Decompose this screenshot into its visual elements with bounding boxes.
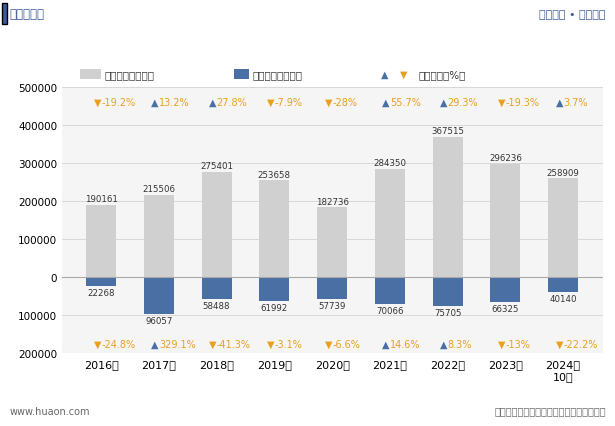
Text: ▲: ▲ xyxy=(383,98,390,107)
Bar xyxy=(86,205,116,277)
Text: -41.3%: -41.3% xyxy=(216,339,250,349)
Text: 13.2%: 13.2% xyxy=(159,98,189,107)
Text: www.huaon.com: www.huaon.com xyxy=(9,406,90,416)
Text: ▲: ▲ xyxy=(440,98,448,107)
Bar xyxy=(80,69,101,80)
Bar xyxy=(202,173,232,277)
Bar xyxy=(260,181,290,277)
Text: 55.7%: 55.7% xyxy=(390,98,421,107)
Text: 华经情报网: 华经情报网 xyxy=(9,9,44,21)
Text: 66325: 66325 xyxy=(491,305,519,314)
Text: 61992: 61992 xyxy=(261,303,288,312)
Text: ▼: ▼ xyxy=(498,98,506,107)
Bar xyxy=(432,138,462,277)
Text: 367515: 367515 xyxy=(431,127,464,136)
Text: ▲: ▲ xyxy=(151,339,159,349)
Text: 296236: 296236 xyxy=(489,154,522,163)
Text: ▼: ▼ xyxy=(93,98,101,107)
Text: -28%: -28% xyxy=(332,98,357,107)
Text: ▲: ▲ xyxy=(381,69,389,80)
Text: ▼: ▼ xyxy=(400,69,407,80)
Text: ▲: ▲ xyxy=(383,339,390,349)
Text: ▲: ▲ xyxy=(440,339,448,349)
Text: -13%: -13% xyxy=(506,339,530,349)
Bar xyxy=(548,277,578,293)
Text: ▼: ▼ xyxy=(267,98,274,107)
Text: -3.1%: -3.1% xyxy=(274,339,302,349)
Bar xyxy=(432,277,462,306)
Text: 2016-2024年10月鞍山市(境内目的地/货源地)进、出口额: 2016-2024年10月鞍山市(境内目的地/货源地)进、出口额 xyxy=(165,38,450,53)
Text: 190161: 190161 xyxy=(85,194,117,203)
Text: 284350: 284350 xyxy=(373,158,407,167)
Text: 22268: 22268 xyxy=(87,288,115,297)
Text: 出口额（万美元）: 出口额（万美元） xyxy=(105,69,154,80)
Text: 40140: 40140 xyxy=(549,295,577,304)
Text: 75705: 75705 xyxy=(434,308,461,317)
Text: 182736: 182736 xyxy=(315,197,349,206)
Text: 8.3%: 8.3% xyxy=(448,339,472,349)
Text: 329.1%: 329.1% xyxy=(159,339,196,349)
Bar xyxy=(144,277,174,314)
Text: -19.2%: -19.2% xyxy=(101,98,135,107)
Text: ▼: ▼ xyxy=(93,339,101,349)
Bar xyxy=(234,69,249,80)
Text: 57739: 57739 xyxy=(319,301,346,311)
Text: 数据来源：中国海关、华经产业研究院整理: 数据来源：中国海关、华经产业研究院整理 xyxy=(494,406,606,416)
Text: 70066: 70066 xyxy=(376,306,403,315)
Text: 专业严谨 • 客观科学: 专业严谨 • 客观科学 xyxy=(539,10,606,20)
Bar xyxy=(86,277,116,286)
Text: -19.3%: -19.3% xyxy=(506,98,539,107)
Text: ▼: ▼ xyxy=(555,339,563,349)
Text: ▲: ▲ xyxy=(555,98,563,107)
Bar xyxy=(260,277,290,301)
Text: 14.6%: 14.6% xyxy=(390,339,420,349)
Text: 58488: 58488 xyxy=(203,302,231,311)
Text: -22.2%: -22.2% xyxy=(563,339,597,349)
Text: ▼: ▼ xyxy=(498,339,506,349)
Bar xyxy=(317,208,347,277)
Text: -7.9%: -7.9% xyxy=(274,98,303,107)
Text: ▲: ▲ xyxy=(209,98,216,107)
Bar xyxy=(317,277,347,299)
FancyBboxPatch shape xyxy=(2,4,7,26)
Text: 258909: 258909 xyxy=(547,168,579,177)
Text: ▼: ▼ xyxy=(325,339,332,349)
Bar xyxy=(144,196,174,277)
Text: ▼: ▼ xyxy=(267,339,274,349)
Text: 275401: 275401 xyxy=(200,162,233,171)
Bar xyxy=(548,179,578,277)
Text: 96057: 96057 xyxy=(145,316,173,325)
Text: 27.8%: 27.8% xyxy=(216,98,247,107)
Text: 同比增长（%）: 同比增长（%） xyxy=(418,69,466,80)
Text: ▼: ▼ xyxy=(209,339,216,349)
Bar xyxy=(375,170,405,277)
Text: 进口额（万美元）: 进口额（万美元） xyxy=(252,69,302,80)
Bar xyxy=(490,165,520,277)
Bar xyxy=(375,277,405,304)
Text: ▲: ▲ xyxy=(151,98,159,107)
Text: -6.6%: -6.6% xyxy=(332,339,360,349)
Bar xyxy=(202,277,232,300)
Text: 29.3%: 29.3% xyxy=(448,98,478,107)
Text: -24.8%: -24.8% xyxy=(101,339,135,349)
Text: ▼: ▼ xyxy=(325,98,332,107)
Text: 3.7%: 3.7% xyxy=(563,98,587,107)
Text: 215506: 215506 xyxy=(142,184,175,194)
Text: 253658: 253658 xyxy=(258,170,291,179)
Bar xyxy=(490,277,520,303)
